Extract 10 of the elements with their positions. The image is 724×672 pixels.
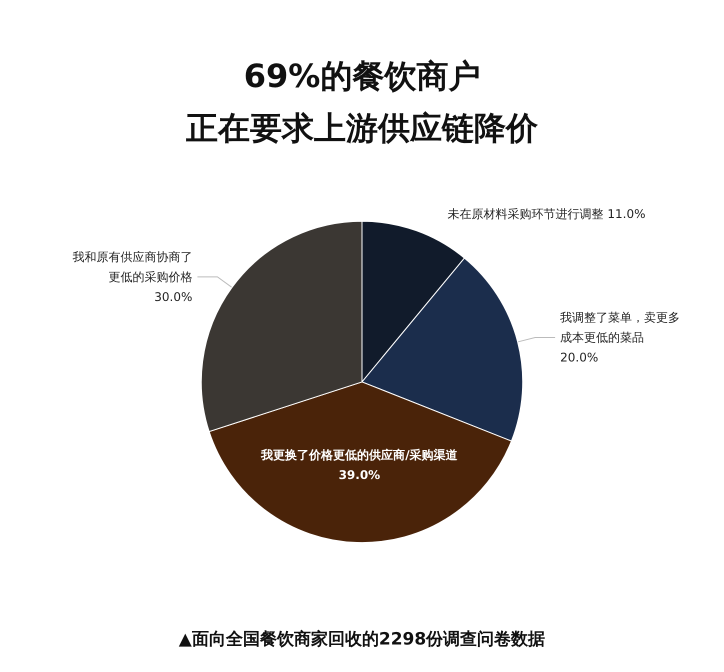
slice-label: 我和原有供应商协商了更低的采购价格 xyxy=(72,250,192,284)
chart-subtitle: 正在要求上游供应链降价 xyxy=(185,109,539,147)
slice-label: 我更换了价格更低的供应商/采购渠道 xyxy=(260,448,459,462)
text: ▲面向全国餐饮商家回收的2298份调查问卷数据 xyxy=(178,630,546,650)
chart-title: 69%的餐饮商户 xyxy=(244,57,480,95)
data-label: 39.0% xyxy=(338,468,380,482)
slice-label: 未在原材料采购环节进行调整 11.0% xyxy=(448,206,646,221)
data-label: 20.0% xyxy=(560,350,598,364)
slice-label: 我调整了菜单，卖更多成本更低的菜品 xyxy=(560,310,680,344)
data-label: 30.0% xyxy=(154,290,192,304)
